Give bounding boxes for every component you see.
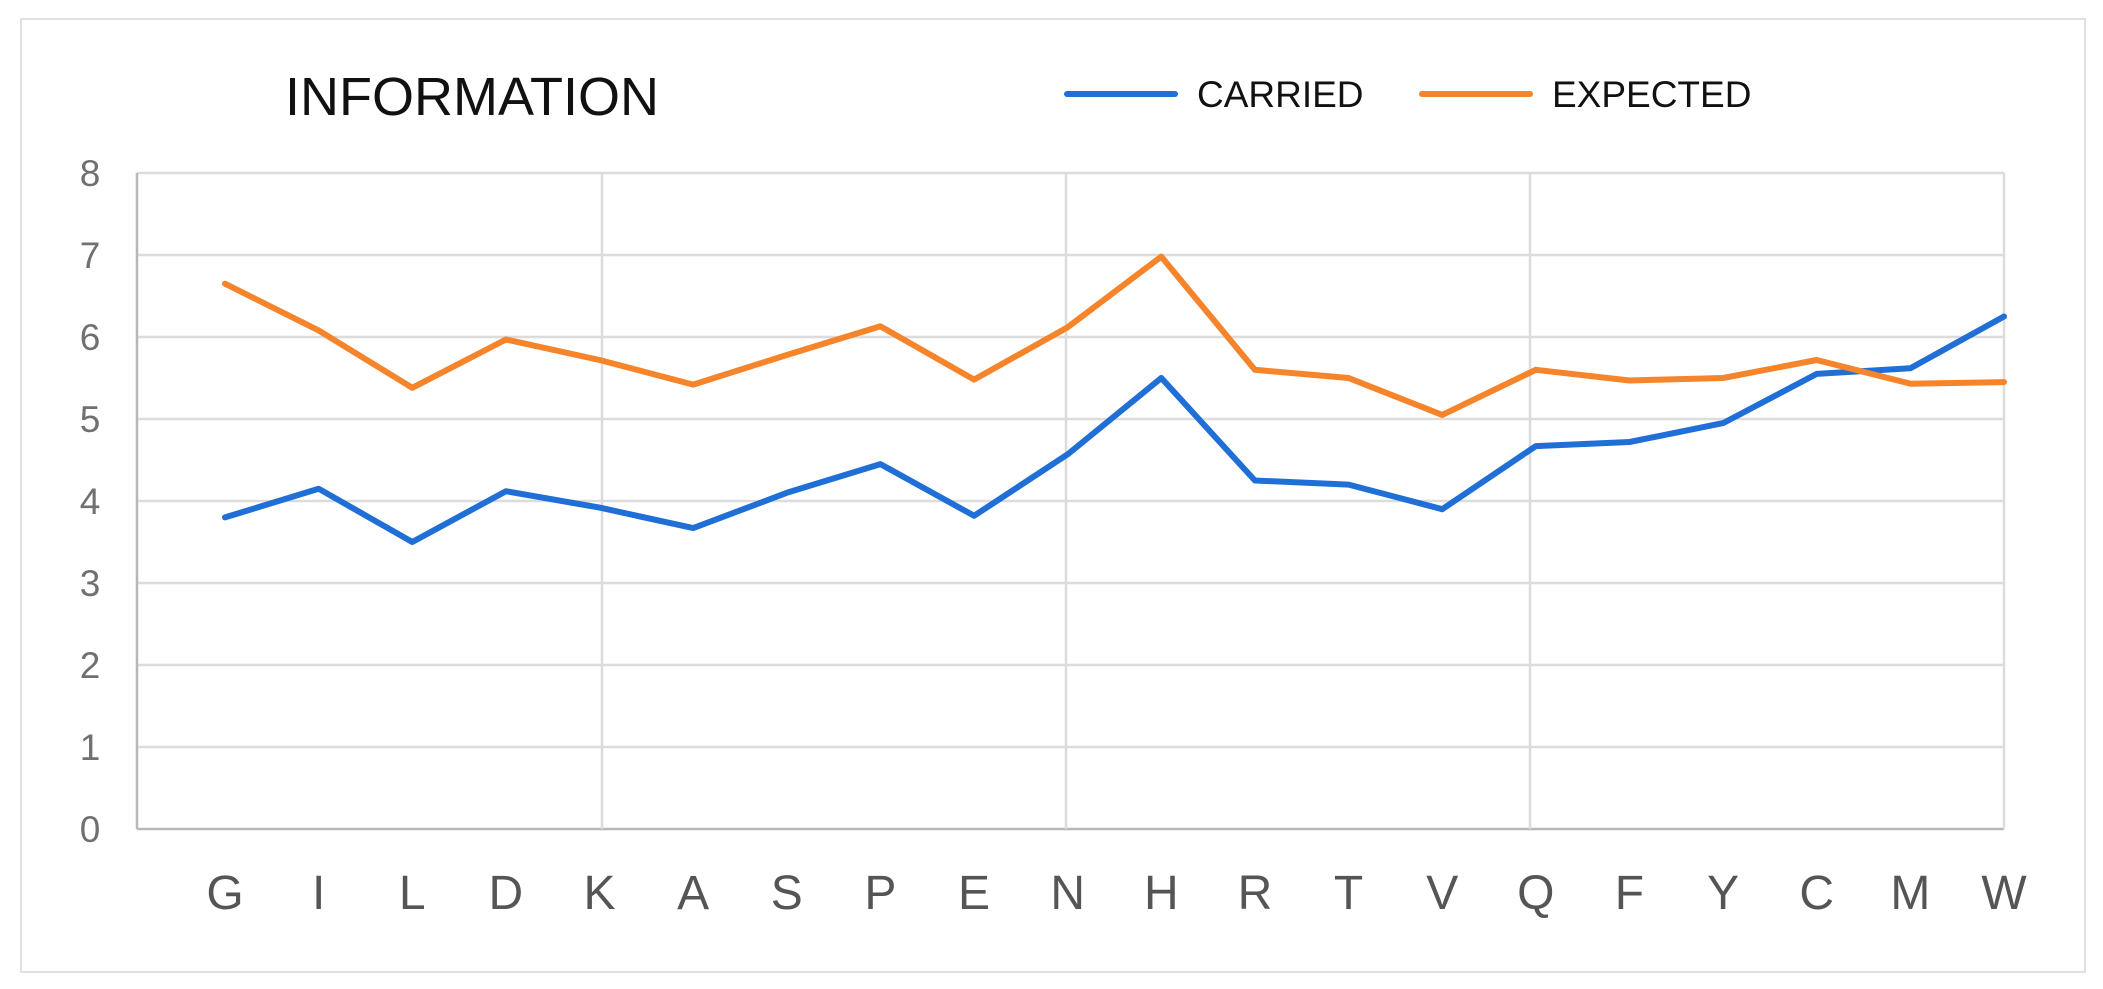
y-axis: 0 1 2 3 4 5 6 7 8 [80, 153, 101, 850]
legend-label-expected: EXPECTED [1552, 74, 1751, 115]
ytick-label: 1 [80, 727, 101, 768]
ytick-label: 8 [80, 153, 101, 194]
series-line-expected [222, 253, 2007, 418]
xtick-label: C [1799, 867, 1834, 920]
grid [135, 171, 2006, 831]
xtick-label: Q [1517, 867, 1554, 920]
xtick-label: D [489, 867, 524, 920]
xtick-label: G [206, 867, 243, 920]
series-layer [222, 253, 2007, 545]
xtick-label: M [1890, 867, 1930, 920]
legend-label-carried: CARRIED [1197, 74, 1364, 115]
xtick-label: R [1238, 867, 1273, 920]
xtick-label: I [312, 867, 325, 920]
xtick-label: A [677, 867, 709, 920]
xtick-label: T [1334, 867, 1363, 920]
ytick-label: 3 [80, 563, 101, 604]
xtick-label: S [771, 867, 803, 920]
series-line-carried [222, 313, 2007, 545]
ytick-label: 4 [80, 481, 101, 522]
ytick-label: 5 [80, 399, 101, 440]
xtick-label: N [1050, 867, 1085, 920]
xtick-label: V [1426, 867, 1458, 920]
chart-frame: INFORMATION CARRIED EXPECTED 0 1 2 3 4 5 6 7 8 G I… [20, 18, 2086, 973]
xtick-label: E [958, 867, 990, 920]
ytick-label: 0 [80, 809, 101, 850]
ytick-label: 2 [80, 645, 101, 686]
line-chart: INFORMATION CARRIED EXPECTED 0 1 2 3 4 5 6 7 8 G I… [80, 67, 2028, 920]
xtick-label: W [1981, 867, 2027, 920]
xtick-label: P [864, 867, 896, 920]
xtick-label: F [1615, 867, 1644, 920]
chart-title: INFORMATION [285, 67, 659, 127]
xtick-label: H [1144, 867, 1179, 920]
legend: CARRIED EXPECTED [1064, 74, 1751, 115]
ytick-label: 7 [80, 235, 101, 276]
xtick-label: Y [1707, 867, 1739, 920]
ytick-label: 6 [80, 317, 101, 358]
xtick-label: L [399, 867, 426, 920]
xtick-label: K [584, 867, 616, 920]
